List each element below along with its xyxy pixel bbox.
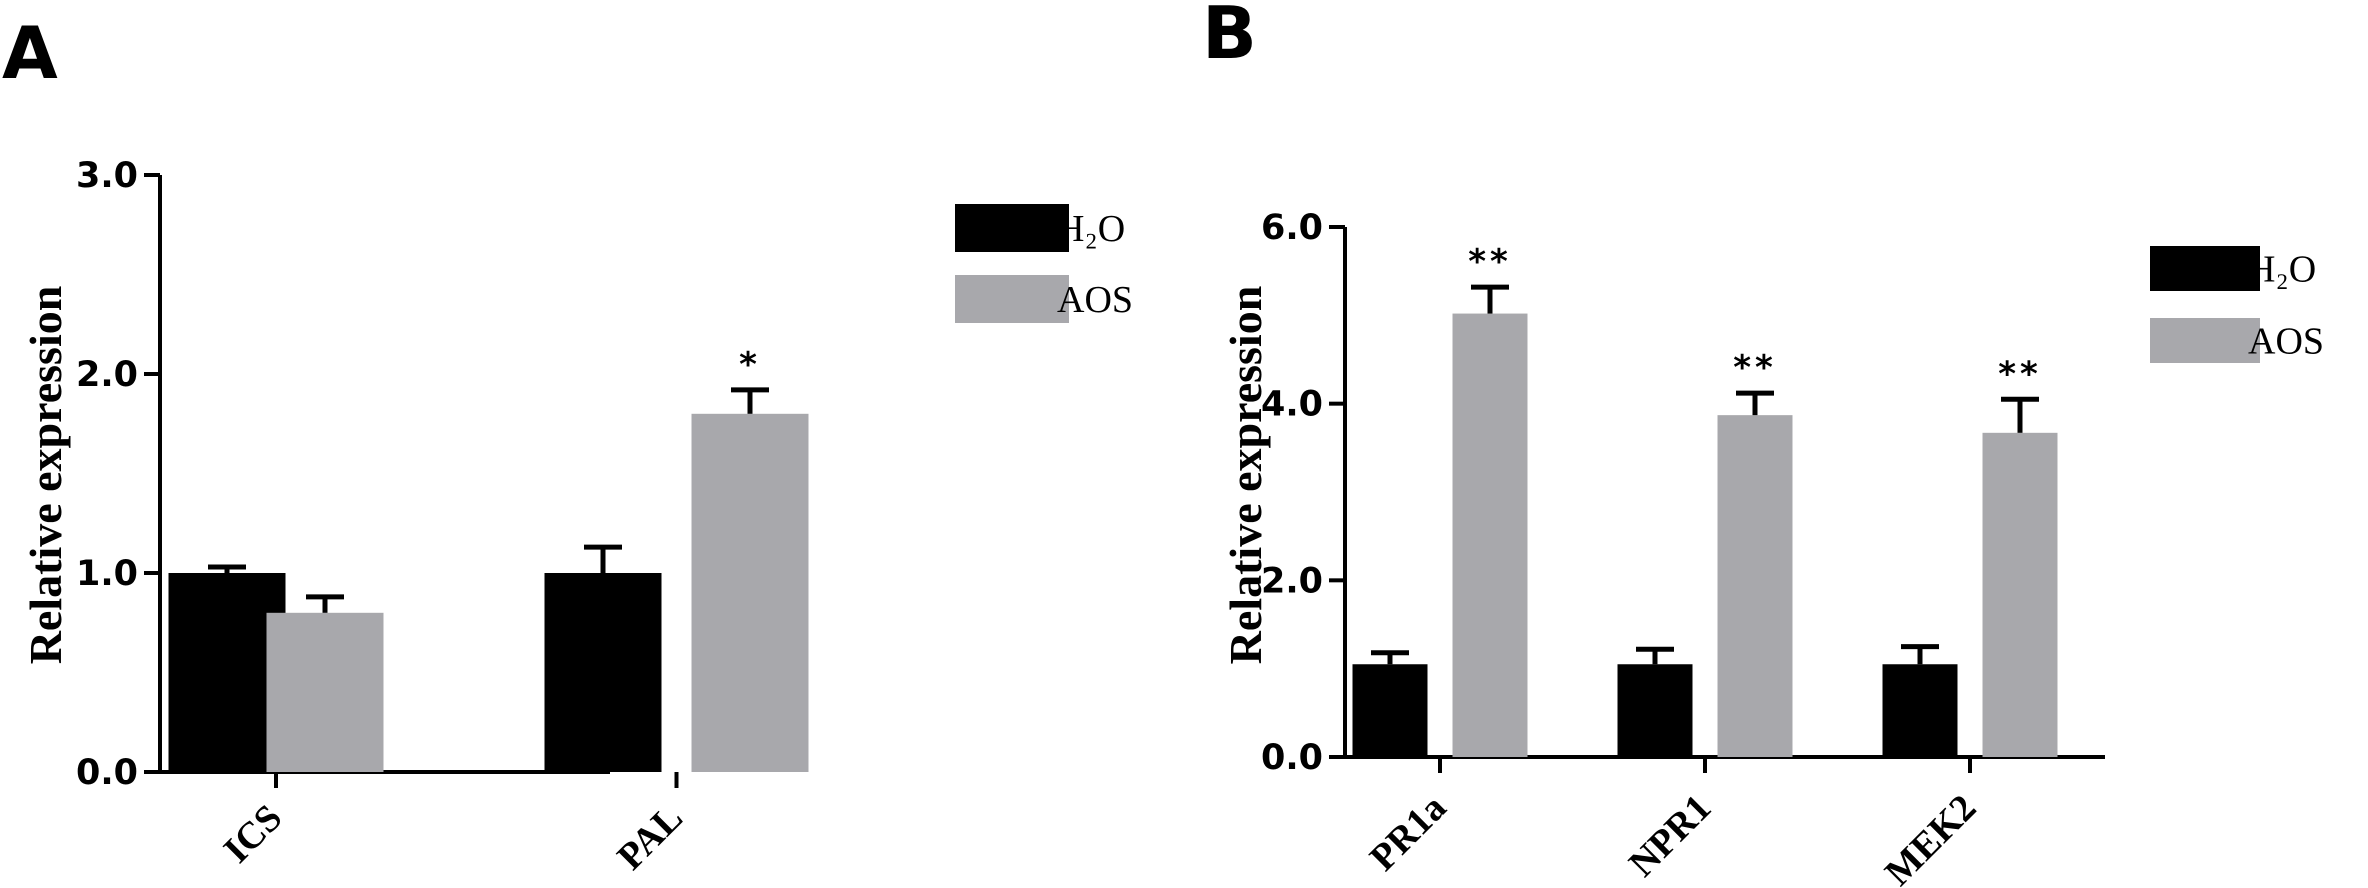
chart-panel-b: B 0.0 2.0 4.0 6.0 Relative expression PR1a NPR1… (1202, 0, 2324, 888)
x-category-label: NPR1 (1621, 787, 1719, 885)
legend-swatch-aos (955, 275, 1069, 323)
legend-label-h2o: H₂O (1057, 208, 1125, 250)
legend-label-aos: AOS (1057, 279, 1133, 321)
bar-h2o-npr1 (1617, 664, 1693, 757)
significance-marker: ** (1733, 348, 1777, 388)
bar-h2o-mek2 (1882, 664, 1958, 757)
significance-marker: * (739, 345, 761, 385)
bar-aos-ics (266, 612, 384, 772)
y-tick-label: 1.0 (76, 554, 138, 594)
y-axis-title: Relative expression (1220, 286, 1271, 665)
bar-aos-pr1a (1452, 313, 1528, 757)
y-tick-label: 2.0 (1261, 561, 1323, 601)
y-tick-label: 2.0 (76, 355, 138, 395)
x-category-label: PR1a (1362, 787, 1454, 879)
x-category-label: MEK2 (1877, 787, 1984, 888)
bar-h2o-pal (544, 573, 662, 772)
legend-swatch-aos (2150, 318, 2260, 363)
y-tick-label: 4.0 (1261, 385, 1323, 425)
panel-letter: A (2, 11, 58, 95)
legend-label-aos: AOS (2248, 321, 2324, 363)
y-tick-label: 0.0 (76, 753, 138, 793)
panel-letter: B (1202, 0, 1257, 75)
significance-marker: ** (1998, 354, 2042, 394)
y-tick-label: 6.0 (1261, 208, 1323, 248)
chart-panel-a: A 0.0 1.0 2.0 3.0 Relative expression ICS PAL * H… (2, 11, 1133, 878)
significance-marker: ** (1468, 242, 1512, 282)
bar-h2o-ics (168, 573, 286, 772)
bar-aos-mek2 (1982, 432, 2058, 757)
y-axis-title: Relative expression (20, 286, 71, 665)
y-tick-label: 3.0 (76, 156, 138, 196)
legend-swatch-h2o (2150, 246, 2260, 291)
x-category-label: ICS (216, 797, 291, 872)
legend-swatch-h2o (955, 204, 1069, 252)
legend-label-h2o: H₂O (2248, 249, 2316, 291)
x-category-label: PAL (609, 797, 690, 878)
bar-h2o-pr1a (1352, 664, 1428, 757)
bar-aos-pal (691, 413, 809, 772)
y-tick-label: 0.0 (1261, 738, 1323, 778)
bar-aos-npr1 (1717, 415, 1793, 757)
